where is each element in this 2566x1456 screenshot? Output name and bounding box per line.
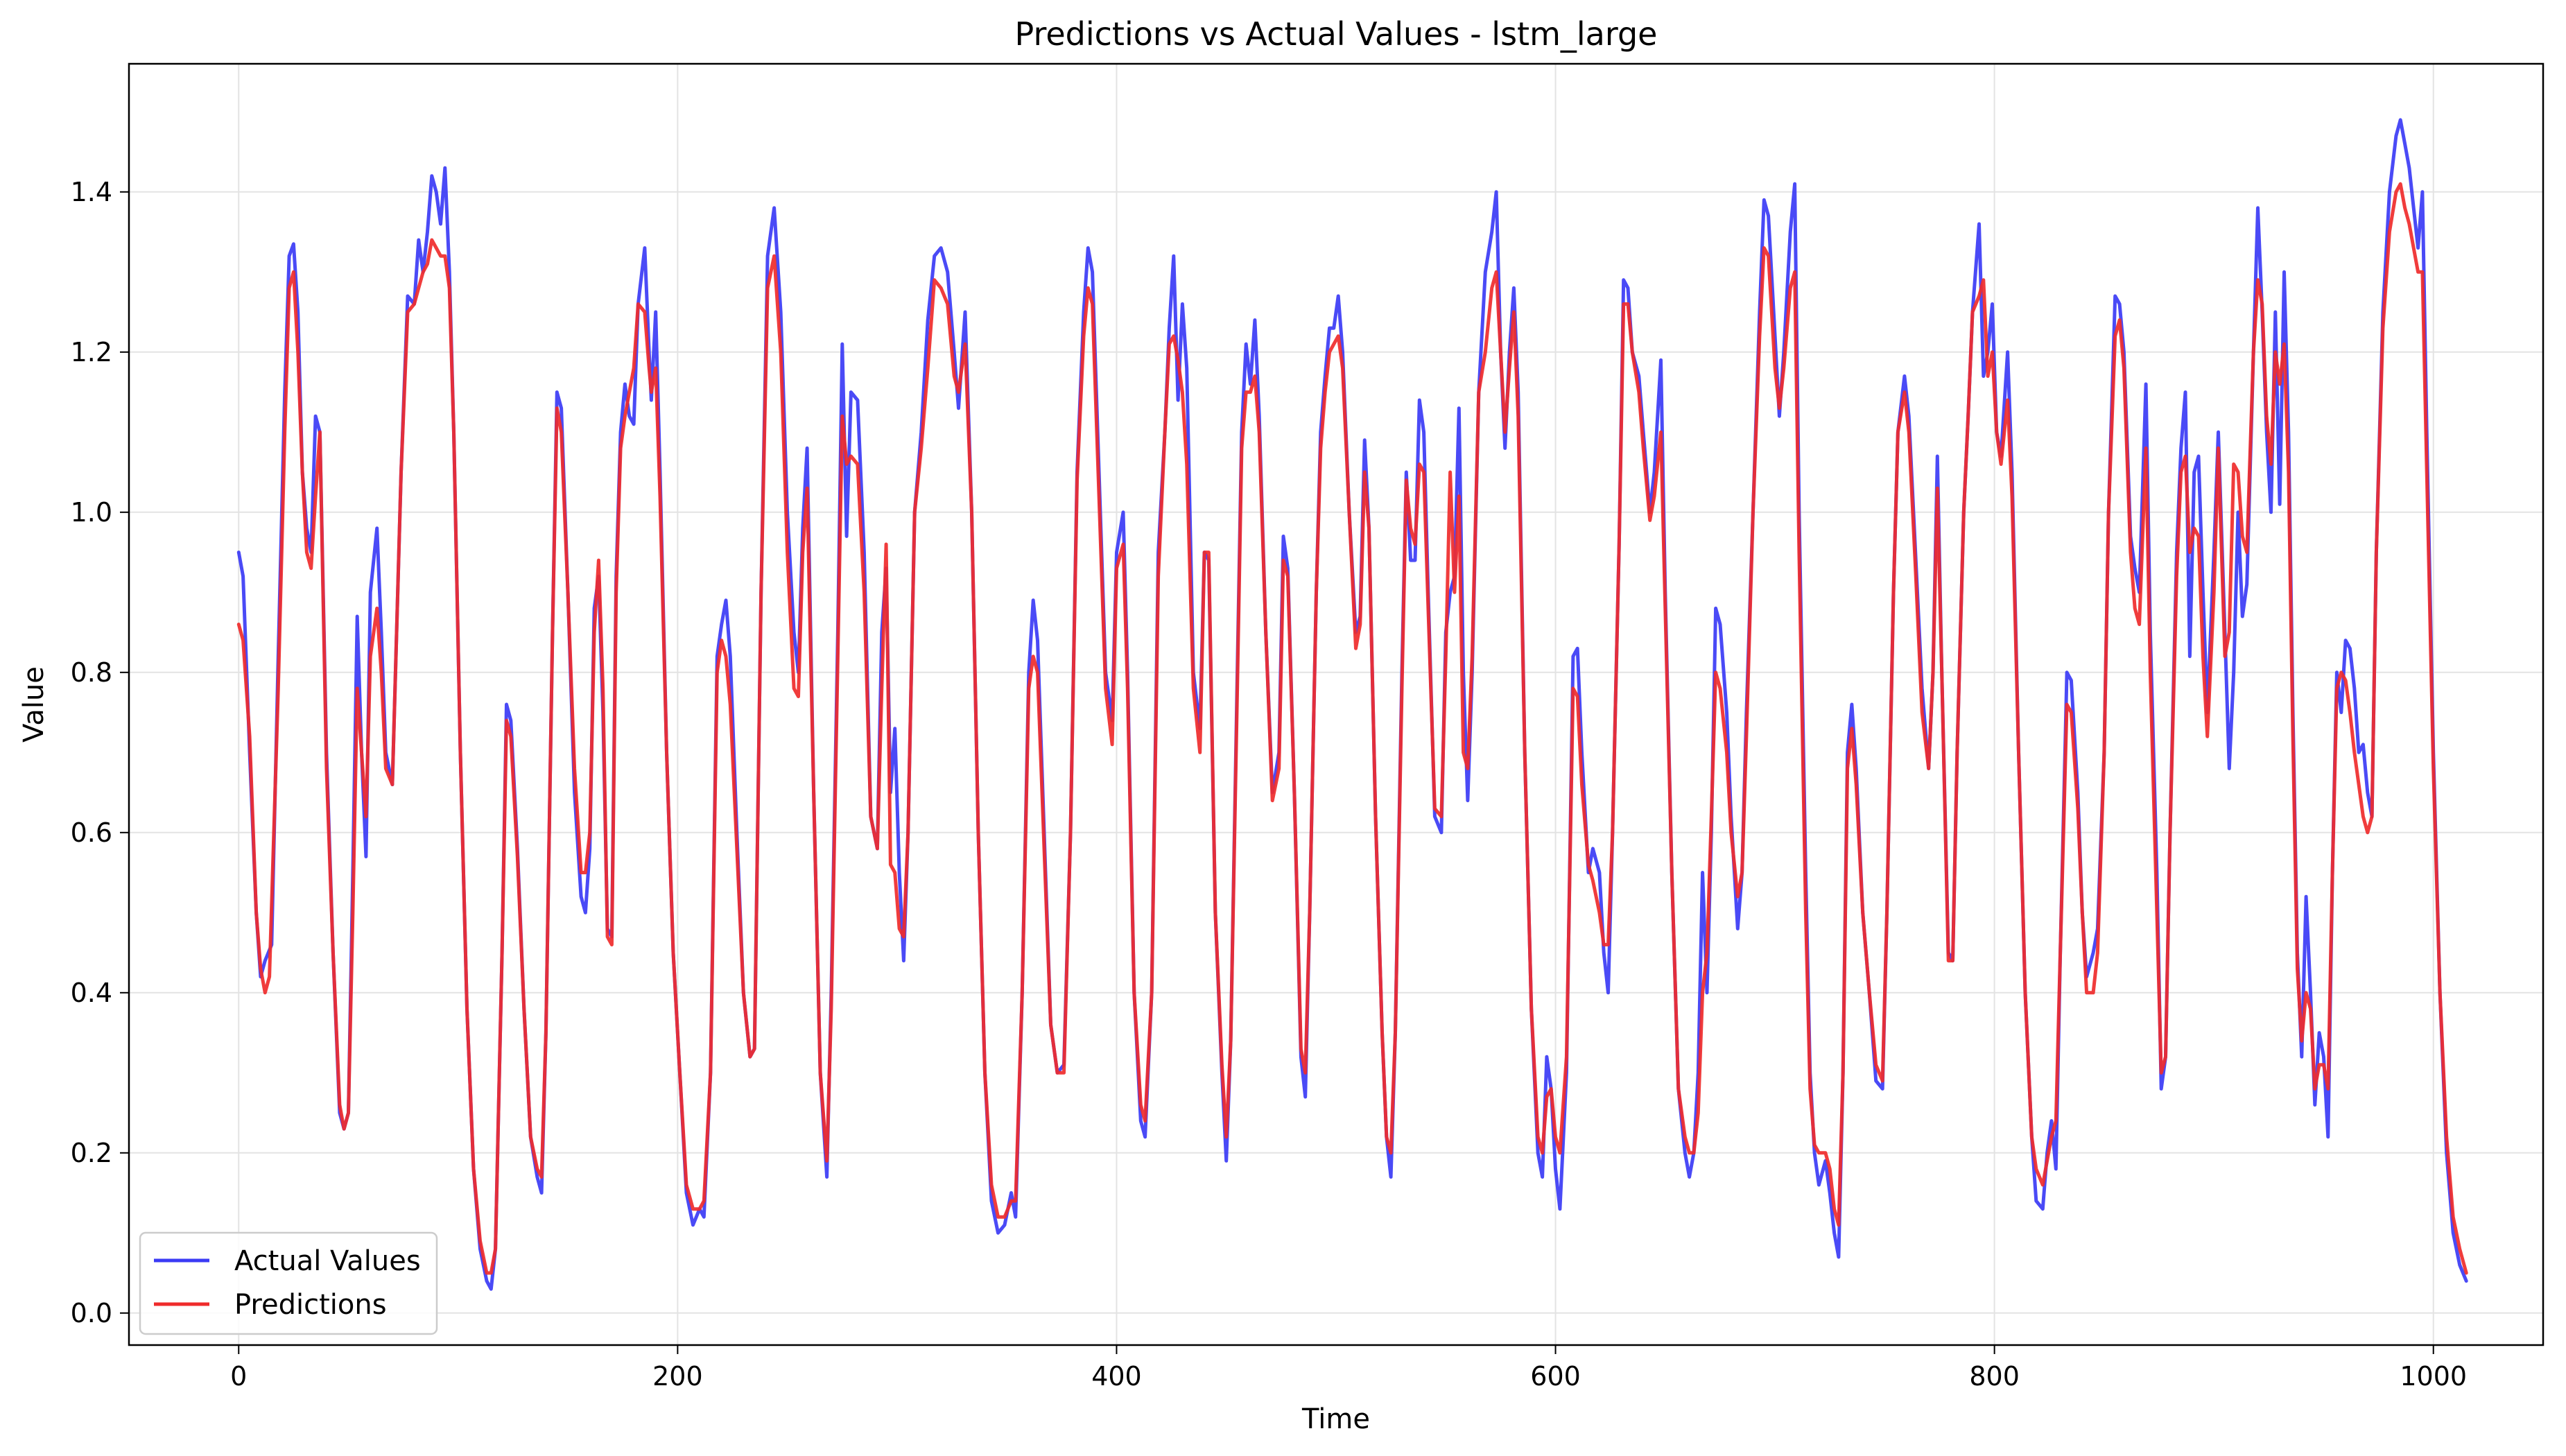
legend-label-actual-values: Actual Values bbox=[234, 1245, 421, 1277]
x-tick-label: 600 bbox=[1530, 1361, 1581, 1392]
y-tick-label: 0.8 bbox=[71, 657, 112, 688]
chart-title: Predictions vs Actual Values - lstm_larg… bbox=[1015, 15, 1658, 53]
legend: Actual Values Predictions bbox=[139, 1231, 438, 1335]
x-axis-label: Time bbox=[1301, 1403, 1370, 1435]
series-layer bbox=[236, 118, 2468, 1291]
legend-label-predictions: Predictions bbox=[234, 1289, 387, 1321]
y-tick-label: 0.0 bbox=[71, 1298, 112, 1328]
grid bbox=[129, 64, 2543, 1345]
axis-ticks: 0 200 400 600 800 1000 0.0 0.2 0.4 0.6 0.8 1.0 1.2 1.… bbox=[71, 177, 2468, 1392]
y-tick-label: 0.6 bbox=[71, 817, 112, 848]
y-tick-label: 1.2 bbox=[71, 337, 112, 367]
x-tick-label: 400 bbox=[1091, 1361, 1142, 1392]
x-tick-label: 800 bbox=[1969, 1361, 2020, 1392]
legend-box bbox=[139, 1231, 438, 1335]
x-tick-label: 1000 bbox=[2400, 1361, 2467, 1392]
series-line-predictions bbox=[236, 182, 2468, 1275]
x-tick-label: 0 bbox=[230, 1361, 247, 1392]
y-axis-label: Value bbox=[18, 666, 50, 743]
y-tick-label: 0.2 bbox=[71, 1138, 112, 1168]
y-tick-label: 1.0 bbox=[71, 497, 112, 528]
x-tick-label: 200 bbox=[652, 1361, 703, 1392]
plot-frame bbox=[128, 62, 2545, 1346]
y-tick-label: 1.4 bbox=[71, 177, 112, 207]
y-tick-label: 0.4 bbox=[71, 978, 112, 1008]
